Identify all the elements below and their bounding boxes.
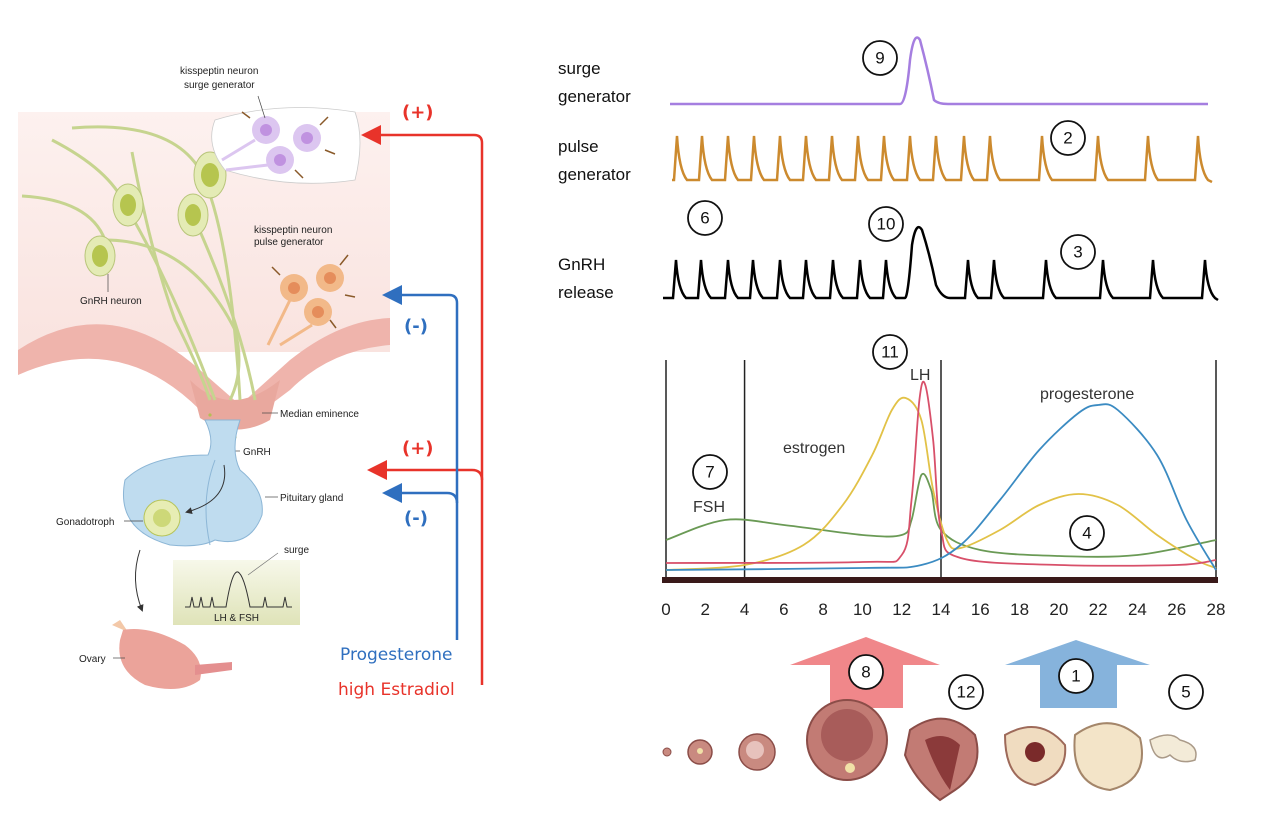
pulse-generator-trace-label-2: generator: [558, 165, 631, 184]
x-tick-label: 12: [892, 600, 911, 619]
marker-number: 2: [1063, 129, 1072, 148]
numbered-marker-6: 6: [687, 200, 723, 236]
gnrh-release-trace: [663, 225, 1219, 302]
numbered-marker-12: 12: [948, 674, 984, 710]
x-tick-label: 24: [1128, 600, 1147, 619]
progesterone-negative-feedback-pituitary: [382, 483, 459, 504]
hormone-chart: 0 2 4 6 8 10 12 14 16 18 20 22 24 26 28 FSH estrogen L…: [661, 360, 1225, 619]
surge-generator-label-1: kisspeptin neuron: [180, 66, 258, 77]
gnrh-label: GnRH: [243, 447, 271, 458]
numbered-marker-2: 2: [1050, 120, 1086, 156]
gonadotroph-label: Gonadotroph: [56, 517, 114, 528]
estradiol-label: high Estradiol: [338, 680, 455, 700]
x-tick-label: 2: [701, 600, 710, 619]
progesterone-curve: [665, 403, 1217, 571]
progesterone-negative-feedback-hypothalamus: [382, 285, 459, 640]
gnrh-neuron-cells: [84, 151, 227, 277]
estradiol-positive-feedback-hypothalamus: [361, 125, 484, 685]
marker-number: 9: [875, 49, 884, 68]
marker-number: 3: [1073, 243, 1082, 262]
pulse-generator-label-2: pulse generator: [254, 237, 324, 248]
pituitary-label: Pituitary gland: [280, 493, 343, 504]
negative-feedback-label-1: (-): [404, 316, 428, 337]
x-tick-label: 18: [1010, 600, 1029, 619]
numbered-marker-10: 10: [868, 206, 904, 242]
ovary-label: Ovary: [79, 654, 106, 665]
x-tick-label: 8: [818, 600, 827, 619]
positive-feedback-label-2: (+): [402, 438, 434, 459]
marker-number: 1: [1071, 667, 1080, 686]
surge-generator-label-2: surge generator: [184, 80, 255, 91]
numbered-marker-4: 4: [1069, 515, 1105, 551]
marker-number: 7: [705, 463, 714, 482]
numbered-marker-3: 3: [1060, 234, 1096, 270]
kisspeptin-surge-neurons: [221, 111, 336, 179]
marker-number: 10: [877, 215, 896, 234]
numbered-marker-7: 7: [692, 454, 728, 490]
x-tick-label: 0: [661, 600, 670, 619]
surge-label: surge: [284, 545, 309, 556]
kisspeptin-pulse-neurons: [266, 254, 356, 347]
progesterone-label: Progesterone: [340, 645, 452, 665]
fsh-curve: [665, 472, 1217, 558]
fsh-curve-label: FSH: [693, 499, 725, 516]
numbered-marker-9: 9: [862, 40, 898, 76]
lh-fsh-inset: [173, 560, 300, 625]
lh-curve: [665, 380, 1217, 567]
numbered-marker-5: 5: [1168, 674, 1204, 710]
marker-number: 12: [957, 683, 976, 702]
x-tick-label: 4: [740, 600, 749, 619]
ovary: [119, 629, 201, 689]
third-ventricle-wall: [18, 318, 390, 420]
progesterone-curve-label: progesterone: [1040, 386, 1134, 403]
x-tick-label: 20: [1049, 600, 1068, 619]
marker-number: 11: [881, 343, 899, 362]
pulse-generator-label-1: kisspeptin neuron: [254, 225, 332, 236]
x-tick-label: 22: [1089, 600, 1108, 619]
pulse-generator-trace: [672, 135, 1213, 184]
x-tick-label: 14: [932, 600, 951, 619]
pulse-generator-trace-label-1: pulse: [558, 137, 599, 156]
marker-number: 6: [700, 209, 709, 228]
marker-number: 5: [1181, 683, 1190, 702]
x-tick-label: 10: [853, 600, 872, 619]
surge-generator-boundary: [211, 107, 361, 184]
gnrh-neuron-label: GnRH neuron: [80, 296, 142, 307]
gnrh-release-trace-label-1: GnRH: [558, 255, 605, 274]
estradiol-positive-feedback-pituitary: [367, 460, 484, 481]
numbered-marker-11: 11: [872, 334, 908, 370]
lh-curve-label: LH: [910, 367, 930, 384]
neural-traces: surge generator pulse generator GnRH rel…: [558, 36, 1219, 302]
surge-generator-trace-label-1: surge: [558, 59, 601, 78]
follicle-sequence: [662, 699, 1197, 802]
surge-generator-trace-label-2: generator: [558, 87, 631, 106]
x-tick-label: 16: [971, 600, 990, 619]
estrogen-curve-label: estrogen: [783, 440, 845, 457]
pituitary-lobe-divide: [205, 459, 216, 546]
x-axis-bar: [662, 577, 1218, 583]
median-eminence-label: Median eminence: [280, 409, 359, 420]
marker-number: 8: [861, 663, 870, 682]
pituitary-gland: [123, 419, 263, 547]
median-eminence: [190, 380, 280, 430]
x-tick-label: 26: [1167, 600, 1186, 619]
numbered-marker-8: 8: [848, 654, 884, 690]
x-tick-label: 28: [1207, 600, 1226, 619]
marker-number: 4: [1082, 524, 1091, 543]
lh-fsh-trace: [185, 571, 292, 608]
x-tick-label: 6: [779, 600, 788, 619]
pituitary-to-ovary-arrow: [135, 549, 144, 612]
negative-feedback-label-2: (-): [404, 508, 428, 529]
gnrh-release-trace-label-2: release: [558, 283, 614, 302]
numbered-marker-1: 1: [1058, 658, 1094, 694]
lh-fsh-label: LH & FSH: [214, 613, 259, 624]
hypothalamus-illustration: GnRH neuron kisspeptin neuron surge gene…: [18, 66, 390, 689]
positive-feedback-label-1: (+): [402, 102, 434, 123]
surge-generator-trace: [670, 36, 1208, 106]
gnrh-to-gonadotroph-arrow: [185, 464, 226, 515]
feedback-arrows: (+) (-) (+) (-) Progesterone high Estrad…: [338, 102, 484, 700]
